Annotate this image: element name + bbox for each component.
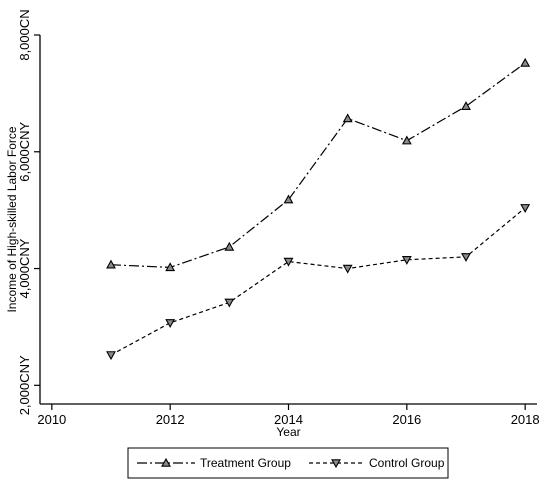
control-line [110,207,526,356]
y-tick-label: 2,000CNY [17,355,32,415]
y-tick-label: 6,000CNY [17,121,32,181]
axes: 2010 2012 2014 2016 2018 2,000CNY 4,000CNY 6,00… [17,9,540,427]
x-tick-label: 2014 [274,412,303,427]
treatment-point [401,135,412,145]
x-tick-label: 2012 [156,412,185,427]
treatment-point [106,259,116,269]
x-tick-label: 2018 [511,412,540,427]
treatment-point [342,113,353,123]
treatment-point [520,57,531,67]
treatment-point [283,194,294,204]
x-tick-label: 2016 [392,412,421,427]
treatment-line [110,62,526,268]
control-point [401,256,412,265]
x-axis-label: Year [276,425,300,439]
treatment-point [224,241,235,251]
control-series [106,204,531,361]
control-point [106,351,116,361]
y-tick-label: 8,000CN [17,9,32,60]
legend-control-label: Control Group [369,456,445,470]
control-point [520,204,531,213]
legend: Treatment Group Control Group [127,447,449,479]
control-point [224,298,235,308]
series-layer [106,57,531,361]
treatment-point [165,262,176,272]
legend-treatment-label: Treatment Group [200,456,291,470]
legend-control-marker [331,459,341,469]
control-point [461,253,471,262]
treatment-series [106,57,531,272]
y-tick-label: 4,000CNY [17,238,32,298]
control-point [342,264,353,274]
x-tick-label: 2010 [37,412,66,427]
y-axis-label: Income of High-skilled Labor Force [5,126,19,312]
control-point [283,257,294,267]
control-point [165,319,176,328]
legend-treatment-marker [161,457,171,467]
legend-box [127,447,449,479]
treatment-point [461,101,471,110]
